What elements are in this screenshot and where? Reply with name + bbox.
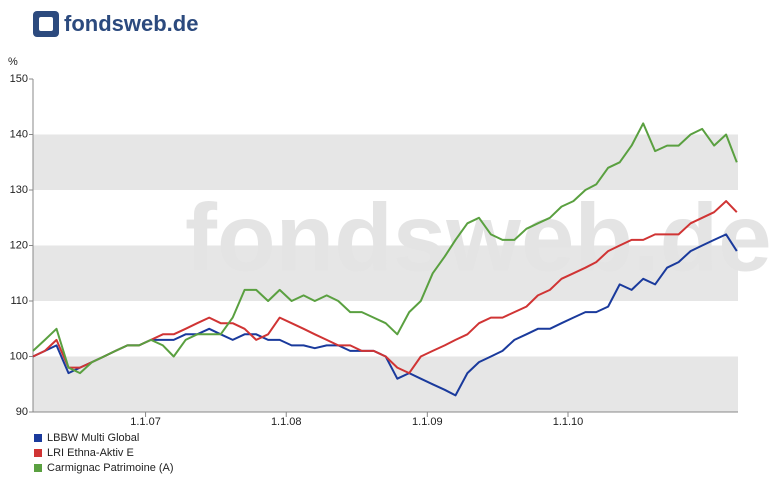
x-tick-label: 1.1.07 [130,416,161,428]
y-tick-label: 90 [16,406,28,418]
watermark: fondsweb.de [185,184,770,291]
y-tick-label: 110 [10,295,28,307]
grid-band [33,356,738,412]
y-tick-label: 120 [10,239,28,251]
x-tick-label: 1.1.09 [412,416,443,428]
legend-label: LRI Ethna-Aktiv E [47,447,134,459]
legend-swatch [34,464,42,472]
series-line [32,122,738,375]
y-tick-label: 100 [10,350,28,362]
y-tick-label: 150 [10,73,28,85]
legend-label: Carmignac Patrimoine (A) [47,462,174,474]
legend-label: LBBW Multi Global [47,432,139,444]
logo-text: fondsweb.de [64,11,198,36]
y-tick-label: 140 [10,128,28,140]
grid-band [33,245,738,301]
plot-layer: fondsweb.de [29,78,770,417]
legend-swatch [34,449,42,457]
y-tick-label: 130 [10,184,28,196]
x-tick-label: 1.1.08 [271,416,302,428]
y-axis-label: % [8,56,18,68]
logo-icon-inner [39,17,53,31]
legend-swatch [34,434,42,442]
x-tick-label: 1.1.10 [553,416,584,428]
